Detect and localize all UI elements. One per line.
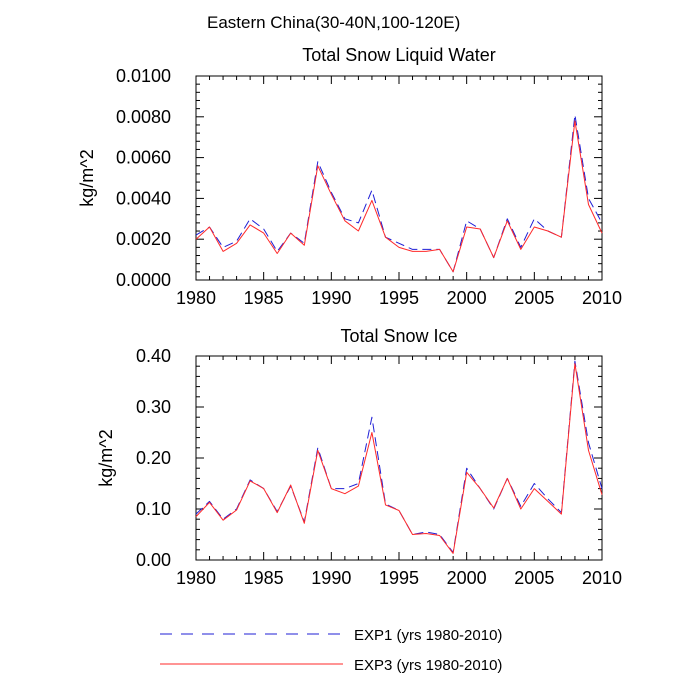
y-axis-label: kg/m^2: [96, 429, 116, 486]
series-line-exp1: [195, 360, 603, 553]
x-tick-label: 2010: [582, 288, 622, 308]
y-tick-label: 0.20: [136, 448, 171, 468]
x-tick-label: 2005: [514, 288, 554, 308]
x-tick-label: 1985: [244, 568, 284, 588]
legend: EXP1 (yrs 1980-2010) EXP3 (yrs 1980-2010…: [160, 627, 502, 674]
y-tick-label: 0.0080: [116, 107, 171, 127]
series-line-exp3: [195, 363, 603, 554]
legend-label-exp3: EXP3 (yrs 1980-2010): [354, 657, 502, 674]
y-tick-label: 0.0100: [116, 66, 171, 86]
x-tick-label: 1990: [311, 568, 351, 588]
x-tick-label: 1980: [176, 568, 216, 588]
series-line-exp3: [195, 120, 603, 273]
plot-frame: [195, 355, 603, 561]
y-axis-label: kg/m^2: [77, 149, 97, 206]
y-tick-label: 0.00: [136, 550, 171, 570]
plot-frame: [195, 75, 603, 281]
x-tick-label: 1985: [244, 288, 284, 308]
figure-title: Eastern China(30-40N,100-120E): [207, 13, 460, 32]
y-tick-label: 0.0000: [116, 270, 171, 290]
y-tick-label: 0.40: [136, 346, 171, 366]
x-tick-label: 1990: [311, 288, 351, 308]
panel-title: Total Snow Ice: [340, 326, 457, 346]
y-tick-label: 0.30: [136, 397, 171, 417]
legend-label-exp1: EXP1 (yrs 1980-2010): [354, 627, 502, 644]
x-tick-label: 1995: [379, 288, 419, 308]
series-line-exp1: [195, 114, 603, 273]
panel-snow-ice: Total Snow Ice kg/m^2 1980 1985 1990 1995 2000…: [96, 326, 622, 588]
x-tick-label: 2000: [447, 288, 487, 308]
x-tick-label: 2000: [447, 568, 487, 588]
y-tick-label: 0.0020: [116, 229, 171, 249]
y-tick-label: 0.10: [136, 499, 171, 519]
panel-snow-liquid-water: Total Snow Liquid Water kg/m^2 1980 1985 199…: [77, 45, 622, 308]
y-tick-label: 0.0060: [116, 148, 171, 168]
panel-title: Total Snow Liquid Water: [302, 45, 495, 65]
x-tick-label: 1995: [379, 568, 419, 588]
x-tick-label: 2005: [514, 568, 554, 588]
y-tick-label: 0.0040: [116, 188, 171, 208]
x-tick-label: 1980: [176, 288, 216, 308]
x-tick-label: 2010: [582, 568, 622, 588]
